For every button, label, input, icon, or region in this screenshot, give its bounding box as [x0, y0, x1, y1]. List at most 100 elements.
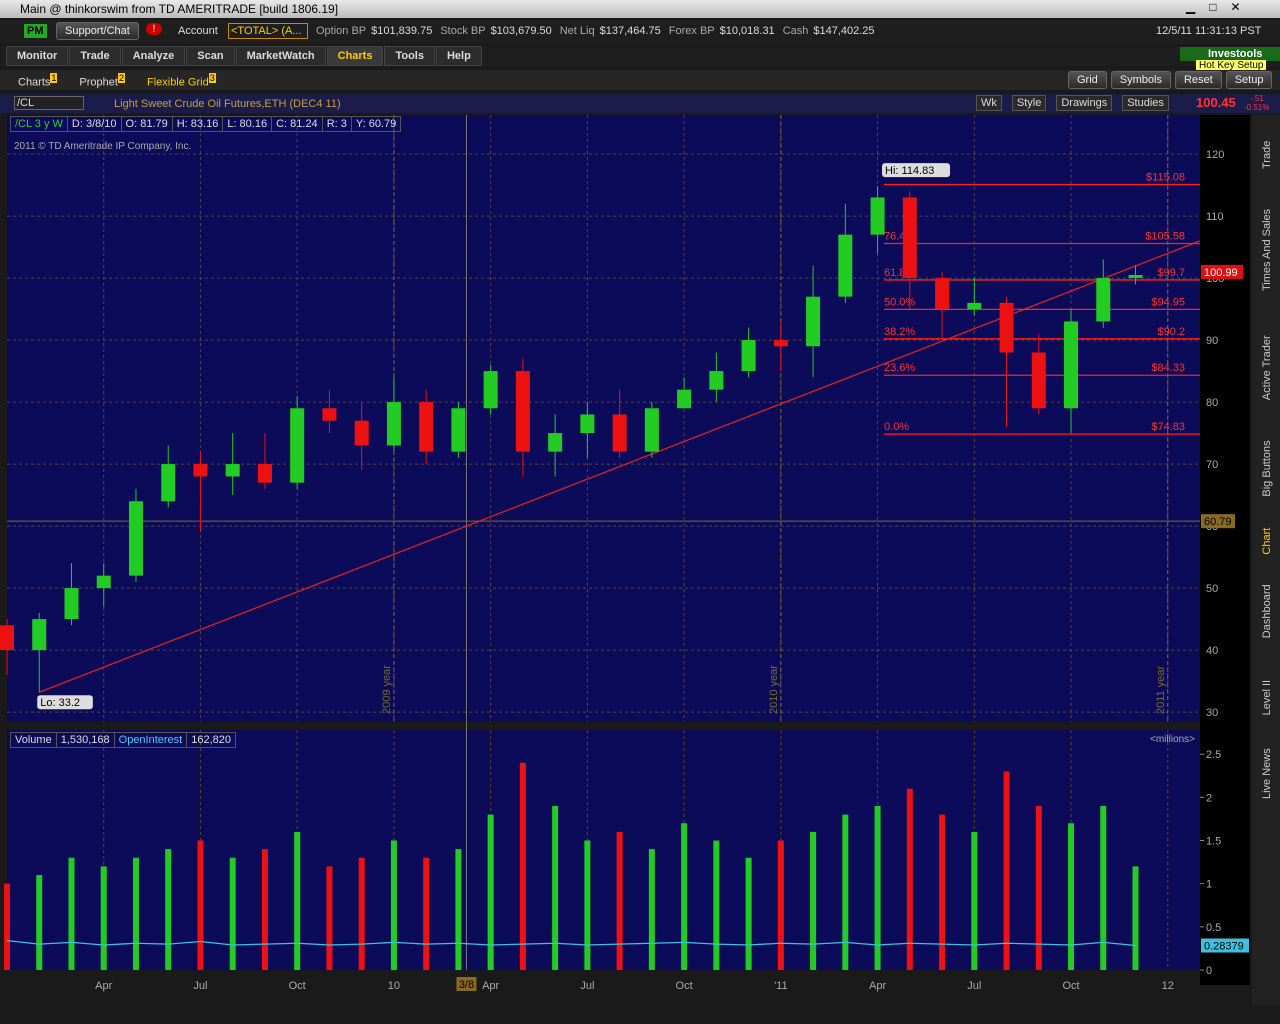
y-tick-label: 70	[1206, 459, 1218, 471]
fib-price: $74.83	[1151, 421, 1185, 433]
candle-body	[451, 408, 466, 452]
y-tick-label: 80	[1206, 397, 1218, 409]
y-tick-label: 40	[1206, 645, 1218, 657]
account-item-label: Stock BP	[440, 25, 486, 37]
main-tab[interactable]: MarketWatch	[235, 46, 326, 66]
oi-value-label: 0.28379	[1204, 941, 1244, 953]
pm-button[interactable]: PM	[24, 24, 47, 38]
sub-tab[interactable]: Prophet2	[75, 70, 129, 92]
investools[interactable]: Investools	[1180, 47, 1280, 61]
candle-body	[290, 408, 305, 483]
axis-area	[1200, 115, 1250, 985]
x-tick-label: Jul	[580, 980, 594, 992]
main-tab[interactable]: Help	[435, 46, 482, 66]
side-tab[interactable]: Big Buttons	[1261, 440, 1273, 497]
toolbar-button[interactable]: Reset	[1174, 71, 1222, 89]
volume-bar	[1035, 805, 1042, 970]
sub-tab[interactable]: Charts1	[14, 70, 61, 92]
x-tick-label: 12	[1162, 980, 1174, 992]
candle-body	[967, 302, 982, 310]
main-tab[interactable]: Charts	[326, 46, 384, 66]
account-item-label: Option BP	[316, 25, 367, 37]
volume-bar	[971, 831, 978, 970]
subtab-bar: Charts1 Prophet2 Flexible Grid3	[0, 70, 1280, 90]
candle-body	[96, 575, 111, 589]
account-item-value: $103,679.50	[490, 25, 552, 37]
info-field: C: 81.24	[271, 116, 323, 132]
y-tick-label: 0.5	[1206, 922, 1221, 934]
volume-bar	[229, 857, 236, 970]
volume-bar	[165, 849, 172, 970]
side-tab[interactable]: Dashboard	[1261, 584, 1273, 638]
candle-body	[32, 619, 47, 651]
main-tab[interactable]: Trade	[69, 46, 121, 66]
annotation: Lo: 33.2	[40, 697, 80, 709]
volume-bar	[326, 866, 333, 970]
sub-tab-label: Charts	[18, 76, 51, 89]
y-tick-label: 1.5	[1206, 836, 1221, 848]
sub-tab-label: Prophet	[79, 76, 118, 89]
side-tab[interactable]: Times And Sales	[1261, 208, 1273, 291]
support-button[interactable]: Support/Chat	[56, 22, 139, 40]
x-tick-label: Jul	[967, 980, 981, 992]
sub-tab[interactable]: Flexible Grid3	[143, 70, 220, 92]
y-tick-label: 2.5	[1206, 749, 1221, 761]
x-tick-label: '11	[774, 980, 788, 992]
toolbar-button[interactable]: Symbols	[1110, 71, 1171, 89]
volume-bar	[552, 805, 559, 970]
candle-body	[64, 588, 79, 620]
volume-bar	[1068, 823, 1075, 970]
side-tab[interactable]: Level II	[1261, 680, 1273, 715]
volume-bar	[842, 814, 849, 970]
toolbar-button[interactable]: Setup	[1225, 71, 1273, 89]
volume-bar	[713, 840, 720, 970]
fib-pct: 50.0%	[884, 296, 915, 308]
account-items: Option BP $101,839.75 Stock BP $103,679.50 N…	[316, 25, 883, 37]
candle-body	[161, 464, 176, 502]
account-item-value: $101,839.75	[371, 25, 433, 37]
info-row: /CL 3 y W D: 3/8/10 O: 81.79 H: 83.16 L: 80.…	[10, 116, 402, 132]
title-bar: Main @ thinkorswim from TD AMERITRADE [b…	[0, 0, 1280, 18]
account-select[interactable]: <TOTAL> (A...	[228, 23, 308, 39]
account-item-value: $10,018.31	[719, 25, 775, 37]
side-tab[interactable]: Chart	[1261, 528, 1273, 555]
side-tab[interactable]: Trade	[1261, 141, 1273, 169]
account-item-value: $137,464.75	[599, 25, 661, 37]
oi-box	[1201, 938, 1249, 953]
sub-tab-label: Flexible Grid	[146, 76, 209, 89]
x-tick-label: Apr	[95, 980, 112, 992]
main-tab[interactable]: Analyze	[121, 46, 186, 66]
candle-body	[612, 414, 627, 452]
toolbar-button[interactable]: Grid	[1068, 71, 1107, 89]
main-tab[interactable]: Monitor	[6, 46, 69, 66]
candle-body	[773, 340, 788, 347]
chart-button[interactable]: Drawings	[1056, 95, 1113, 111]
main-tab[interactable]: Scan	[186, 46, 235, 66]
window-controls[interactable]: ▁□✕	[1186, 0, 1255, 14]
symbol-box[interactable]: /CL	[14, 96, 84, 110]
volume-bar	[939, 814, 946, 970]
volume-bar	[745, 857, 752, 970]
info-field: Y: 60.79	[350, 116, 402, 132]
chart-button[interactable]: Style	[1011, 95, 1047, 111]
fib-price: $99.7	[1157, 267, 1185, 279]
annotation-box	[37, 695, 93, 710]
year-label: 2009 year	[381, 665, 393, 714]
alert-icon[interactable]: !	[146, 23, 162, 35]
open-interest-line	[6, 940, 1136, 947]
side-tab[interactable]: Live News	[1261, 748, 1273, 799]
chart-button[interactable]: Studies	[1122, 95, 1169, 111]
side-tab[interactable]: Active Trader	[1261, 335, 1273, 400]
candle-body	[225, 464, 240, 477]
volume-field: Volume	[10, 732, 57, 748]
main-tab[interactable]: Tools	[384, 46, 435, 66]
clock: 12/5/11 11:31:13 PST	[1156, 25, 1262, 37]
chart-button[interactable]: Wk	[976, 95, 1002, 111]
candle-body	[999, 302, 1014, 353]
sub-tab-number: 3	[208, 73, 216, 83]
x-tick-label: Apr	[869, 980, 886, 992]
volume-bar	[1132, 866, 1139, 970]
x-tick-label: Oct	[289, 980, 306, 992]
volume-bar	[197, 840, 204, 970]
